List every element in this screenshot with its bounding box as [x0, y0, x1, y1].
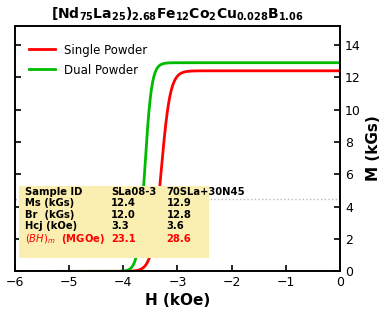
Text: 12.9: 12.9	[166, 198, 191, 208]
X-axis label: H (kOe): H (kOe)	[145, 294, 210, 308]
Text: 28.6: 28.6	[166, 234, 191, 244]
Text: 12.8: 12.8	[166, 210, 192, 220]
Text: Sample ID: Sample ID	[24, 187, 82, 197]
Text: 3.6: 3.6	[166, 221, 184, 231]
Legend: Single Powder, Dual Powder: Single Powder, Dual Powder	[24, 39, 152, 81]
Text: $(BH)_m$  (MGOe): $(BH)_m$ (MGOe)	[24, 232, 104, 246]
Text: 12.4: 12.4	[111, 198, 136, 208]
Text: Br  (kGs): Br (kGs)	[24, 210, 74, 220]
Title: $\mathbf{[Nd_{75}La_{25})_{2.68}Fe_{12}Co_2Cu_{0.028}B_{1.06}}$: $\mathbf{[Nd_{75}La_{25})_{2.68}Fe_{12}C…	[51, 6, 304, 23]
FancyBboxPatch shape	[19, 186, 209, 258]
Text: Ms (kGs): Ms (kGs)	[24, 198, 74, 208]
Text: SLa08-3: SLa08-3	[111, 187, 156, 197]
Text: 70SLa+30N45: 70SLa+30N45	[166, 187, 245, 197]
Text: Hcj (kOe): Hcj (kOe)	[24, 221, 77, 231]
Text: 12.0: 12.0	[111, 210, 136, 220]
Y-axis label: M (kGs): M (kGs)	[366, 116, 382, 181]
Text: 23.1: 23.1	[111, 234, 136, 244]
Text: 3.3: 3.3	[111, 221, 129, 231]
